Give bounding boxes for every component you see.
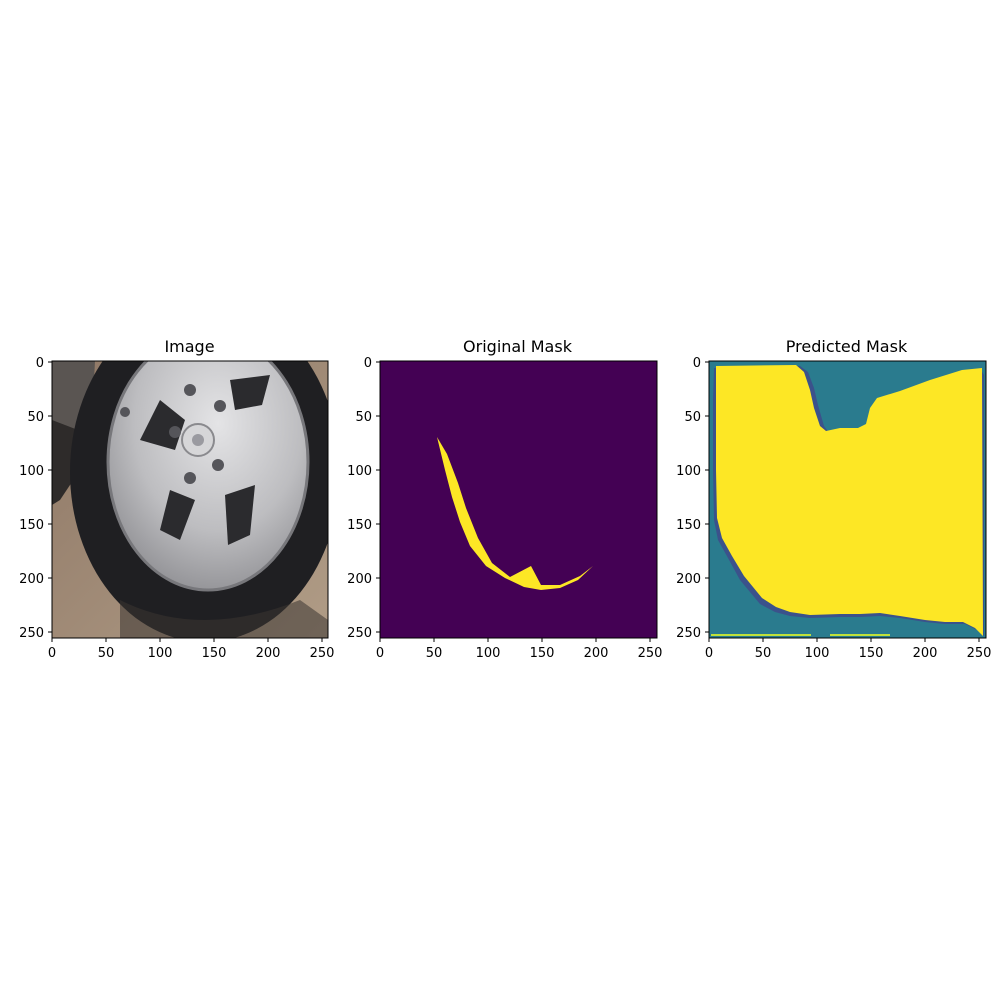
x-tick-label: 150 — [859, 646, 884, 661]
y-tick-label: 0 — [36, 356, 44, 371]
y-tick-label: 250 — [19, 626, 44, 641]
x-tick-label: 250 — [310, 646, 335, 661]
mask-image — [708, 360, 987, 639]
x-tick-label: 150 — [202, 646, 227, 661]
x-tick-label: 250 — [638, 646, 663, 661]
y-tick-label: 0 — [693, 356, 701, 371]
x-tick-label: 200 — [256, 646, 281, 661]
x-tick-label: 100 — [476, 646, 501, 661]
y-tick-label: 50 — [684, 410, 701, 425]
y-tick-label: 200 — [347, 572, 372, 587]
x-tick-label: 100 — [148, 646, 173, 661]
x-tick-label: 50 — [98, 646, 115, 661]
x-tick-label: 0 — [376, 646, 384, 661]
x-axis: 0 50 100 150 200 250 — [705, 638, 992, 661]
x-tick-label: 200 — [913, 646, 938, 661]
y-axis: 0 50 100 150 200 250 — [676, 356, 709, 641]
y-tick-label: 150 — [676, 518, 701, 533]
x-tick-label: 150 — [530, 646, 555, 661]
panel-title: Original Mask — [463, 337, 573, 356]
y-tick-label: 0 — [364, 356, 372, 371]
y-tick-label: 250 — [676, 626, 701, 641]
y-tick-label: 50 — [355, 410, 372, 425]
y-tick-label: 150 — [19, 518, 44, 533]
photo — [51, 360, 329, 639]
y-tick-label: 200 — [19, 572, 44, 587]
panel-title: Predicted Mask — [786, 337, 908, 356]
y-axis: 0 50 100 150 200 250 — [19, 356, 52, 641]
y-tick-label: 250 — [347, 626, 372, 641]
y-tick-label: 50 — [27, 410, 44, 425]
x-axis: 0 50 100 150 200 250 — [48, 638, 335, 661]
y-tick-label: 100 — [676, 464, 701, 479]
panel-predicted-mask: Predicted Mask 0 50 100 150 200 250 — [676, 337, 991, 661]
y-tick-label: 100 — [347, 464, 372, 479]
x-tick-label: 0 — [48, 646, 56, 661]
y-axis: 0 50 100 150 200 250 — [347, 356, 380, 641]
x-tick-label: 200 — [584, 646, 609, 661]
y-tick-label: 100 — [19, 464, 44, 479]
x-tick-label: 250 — [967, 646, 992, 661]
mask-image — [379, 360, 658, 639]
x-axis: 0 50 100 150 200 250 — [376, 638, 663, 661]
x-tick-label: 50 — [426, 646, 443, 661]
x-tick-label: 0 — [705, 646, 713, 661]
panel-image: Image — [19, 337, 335, 661]
y-tick-label: 150 — [347, 518, 372, 533]
panel-title: Image — [164, 337, 214, 356]
x-tick-label: 100 — [805, 646, 830, 661]
panel-original-mask: Original Mask 0 50 100 150 200 250 — [347, 337, 662, 661]
x-tick-label: 50 — [755, 646, 772, 661]
y-tick-label: 200 — [676, 572, 701, 587]
